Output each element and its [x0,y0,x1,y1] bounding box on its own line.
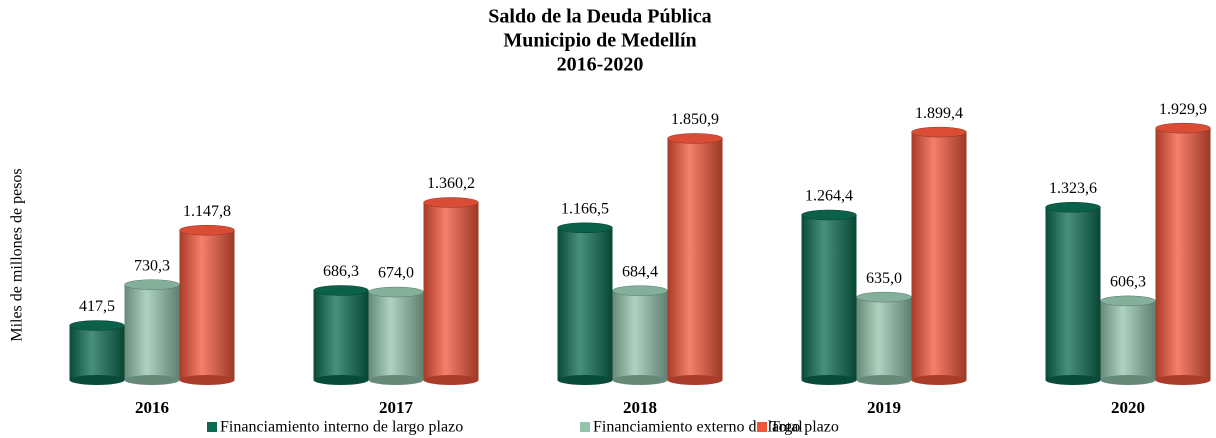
y-axis-label: Miles de millones de pesos [9,168,26,341]
bar [856,297,912,380]
data-label: 684,4 [622,263,658,280]
data-label: 1.360,2 [427,175,475,192]
bar-top [557,222,613,234]
data-label: 417,5 [79,298,115,315]
x-tick-label: 2020 [1111,398,1145,417]
data-label: 1.929,9 [1159,101,1207,118]
bar-top [667,133,723,144]
bar-base [1100,375,1156,385]
chart-title: 2016-2020 [557,54,644,76]
bar-base [179,375,235,385]
bar-top [423,197,479,208]
data-label: 1.323,6 [1049,180,1097,197]
bar [1155,128,1211,380]
bar [911,132,967,380]
legend-label: Financiamiento externo de largo plazo [593,419,839,436]
data-label: 1.899,4 [915,105,963,122]
bar [1045,207,1101,380]
bar [557,227,613,380]
bar-top [313,285,369,296]
bar [423,202,479,380]
data-label: 674,0 [378,265,414,282]
bar-top [911,126,967,138]
bar-top [124,279,180,290]
x-tick-label: 2018 [623,398,657,417]
bar-top [612,285,668,296]
data-label: 1.166,5 [561,200,609,217]
legend-swatch [580,422,590,432]
bar-base [667,375,723,385]
bar-base [612,375,668,385]
bar [1100,300,1156,380]
bar-base [1155,375,1211,385]
bar [801,214,857,380]
bar [368,292,424,380]
bar-base [313,375,369,385]
data-label: 606,3 [1110,274,1146,291]
bar [69,325,125,380]
bar [179,230,235,380]
bar-top [368,286,424,298]
bar-top [179,224,235,236]
bar-top [801,209,857,221]
bar-base [423,375,479,385]
bar-top [1155,122,1211,134]
bar-top [69,320,125,331]
bar-base [1045,375,1101,385]
bar-base [911,375,967,385]
bar [612,290,668,380]
data-label: 1.147,8 [183,203,231,220]
bar [667,138,723,380]
x-tick-label: 2016 [135,398,169,417]
bar-base [801,375,857,385]
bar-base [557,375,613,385]
bar [313,290,369,380]
bar-base [856,375,912,385]
bar-top [856,291,912,303]
bar-top [1045,202,1101,213]
legend-label: Financiamiento interno de largo plazo [220,419,463,436]
data-label: 1.850,9 [671,111,719,128]
data-label: 686,3 [323,263,359,280]
bar-top [1100,295,1156,307]
chart-title: Municipio de Medellín [503,30,696,52]
data-label: 635,0 [866,270,902,287]
x-tick-label: 2019 [867,398,901,417]
data-label: 1.264,4 [805,188,853,205]
data-label: 730,3 [134,257,170,274]
legend-label: Total [770,419,803,436]
chart-title: Saldo de la Deuda Pública [488,6,711,28]
legend-swatch [757,422,767,432]
bar [124,284,180,380]
bar-base [368,375,424,385]
bar-base [69,375,125,385]
legend-swatch [207,422,217,432]
bar-base [124,375,180,385]
x-tick-label: 2017 [379,398,414,417]
